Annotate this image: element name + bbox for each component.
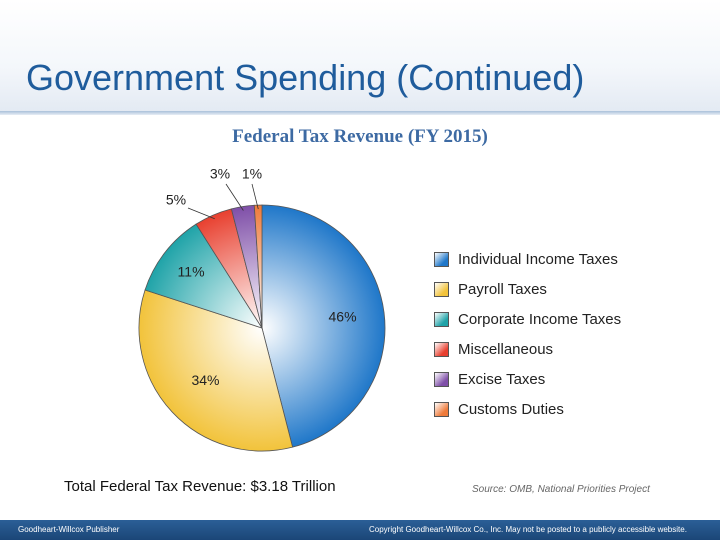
footer-copyright: Copyright Goodheart-Willcox Co., Inc. Ma… (369, 525, 687, 534)
slice-label-miscellaneous: 5% (166, 192, 186, 208)
legend-item-customs-duties: Customs Duties (434, 394, 621, 424)
footer-publisher: Goodheart-Willcox Publisher (18, 525, 120, 534)
slice-label-payroll-taxes: 34% (191, 372, 219, 388)
pie-leader-lines (187, 183, 259, 220)
slice-label-corporate-income-taxes: 11% (178, 264, 205, 280)
pie-slice-customs-duties (253, 204, 263, 329)
pie-slice-payroll-taxes (138, 289, 294, 452)
pie-slice-individual-income-taxes (261, 204, 386, 448)
pie-slice-corporate-income-taxes (144, 223, 263, 329)
legend-item-miscellaneous: Miscellaneous (434, 334, 621, 364)
legend-label-payroll-taxes: Payroll Taxes (458, 280, 547, 298)
legend-label-corporate-income-taxes: Corporate Income Taxes (458, 310, 622, 328)
legend-swatch-corporate-income-taxes (434, 311, 449, 327)
slice-label-customs-duties: 1% (242, 166, 262, 182)
footer-bar (0, 520, 720, 540)
pie-slice-labels: 46% 34% 11% 5% 3% 1% (166, 166, 357, 388)
legend-item-individual-income-taxes: Individual Income Taxes (434, 244, 621, 274)
chart-legend: Individual Income Taxes Payroll Taxes Corp… (434, 244, 621, 424)
slice-label-excise-taxes: 3% (210, 166, 230, 182)
leader-line-excise-taxes (225, 183, 244, 211)
legend-swatch-excise-taxes (434, 371, 449, 387)
legend-swatch-payroll-taxes (434, 281, 449, 297)
pie-slices (138, 204, 386, 452)
legend-swatch-individual-income-taxes (434, 251, 449, 267)
leader-line-customs-duties (251, 183, 259, 210)
legend-item-corporate-income-taxes: Corporate Income Taxes (434, 304, 621, 334)
slide-title: Government Spending (Continued) (26, 57, 585, 98)
chart-source: Source: OMB, National Priorities Project (472, 484, 650, 495)
legend-item-payroll-taxes: Payroll Taxes (434, 274, 621, 304)
header-divider (0, 111, 720, 115)
slide-header (0, 0, 720, 112)
leader-line-miscellaneous (187, 207, 215, 220)
total-revenue-label: Total Federal Tax Revenue: $3.18 Trillio… (64, 478, 336, 495)
legend-label-miscellaneous: Miscellaneous (458, 340, 554, 358)
legend-label-individual-income-taxes: Individual Income Taxes (458, 250, 618, 268)
legend-label-customs-duties: Customs Duties (458, 400, 564, 418)
legend-item-excise-taxes: Excise Taxes (434, 364, 621, 394)
chart-title: Federal Tax Revenue (FY 2015) (232, 126, 488, 147)
legend-label-excise-taxes: Excise Taxes (458, 370, 546, 388)
slice-label-individual-income-taxes: 46% (329, 309, 357, 325)
legend-swatch-customs-duties (434, 401, 449, 417)
legend-swatch-miscellaneous (434, 341, 449, 357)
